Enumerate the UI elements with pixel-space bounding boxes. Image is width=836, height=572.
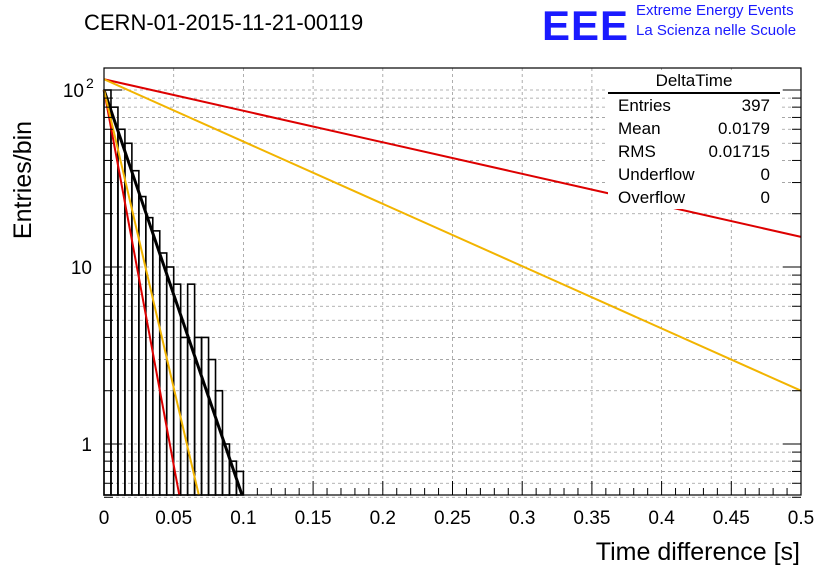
x-tick-label: 0.1: [230, 508, 256, 529]
stats-value: 397: [741, 96, 770, 115]
stats-value: 0.01715: [708, 142, 770, 161]
y-tick-label: 1: [81, 435, 92, 456]
stats-row-underflow: Underflow 0: [608, 163, 780, 186]
stats-value: 0.0179: [718, 119, 770, 138]
stats-row-overflow: Overflow 0: [608, 186, 780, 209]
fit-line: [103, 89, 200, 496]
x-tick-label: 0.4: [648, 508, 675, 529]
x-tick-label: 0.15: [295, 508, 332, 529]
x-tick-label: 0.5: [788, 508, 814, 529]
x-tick-label: 0.35: [573, 508, 610, 529]
fit-line: [103, 89, 181, 496]
fit-line: [103, 78, 802, 392]
stats-row-rms: RMS 0.01715: [608, 140, 780, 163]
histogram-bin: [103, 89, 112, 496]
stats-title: DeltaTime: [608, 70, 780, 94]
stats-label: Underflow: [618, 165, 695, 184]
histogram-bin: [110, 106, 119, 496]
stats-row-entries: Entries 397: [608, 94, 780, 117]
histogram-bin: [131, 169, 140, 496]
y-tick-label: 10: [71, 258, 92, 279]
histogram-bin: [158, 252, 168, 496]
stats-value: 0: [760, 188, 770, 207]
stats-label: RMS: [618, 142, 656, 161]
stats-value: 0: [760, 165, 770, 184]
stats-box: DeltaTime Entries 397 Mean 0.0179 RMS 0.…: [608, 70, 780, 209]
fit-line: [102, 89, 244, 496]
x-axis-ticks: 0 0.05 0.1 0.15 0.2 0.25 0.3 0.35 0.4 0.45 0.5: [99, 481, 814, 529]
stats-label: Entries: [618, 96, 671, 115]
x-tick-label: 0.25: [434, 508, 471, 529]
stats-label: Overflow: [618, 188, 686, 207]
histogram-bin: [214, 389, 224, 496]
x-tick-label: 0: [99, 508, 110, 529]
y-axis-label: Entries/bin: [9, 121, 37, 239]
logo-line-2: La Scienza nelle Scuole: [636, 22, 797, 39]
chart-grid: [104, 68, 801, 498]
run-title: CERN-01-2015-11-21-00119: [84, 10, 364, 35]
histogram-bin: [207, 358, 217, 496]
histogram-bin: [145, 216, 154, 496]
stats-label: Mean: [618, 119, 661, 138]
x-tick-label: 0.2: [370, 508, 396, 529]
fit-curves: [102, 78, 802, 496]
eee-logo: EEE: [542, 2, 630, 49]
logo-line-1: Extreme Energy Events: [636, 2, 794, 19]
x-tick-label: 0.05: [155, 508, 192, 529]
x-tick-label: 0.3: [509, 508, 535, 529]
stats-row-mean: Mean 0.0179: [608, 117, 780, 140]
y-tick-exponent: 2: [86, 75, 94, 91]
x-tick-label: 0.45: [713, 508, 750, 529]
fit-line: [103, 78, 802, 238]
x-axis-label: Time difference [s]: [596, 538, 800, 566]
y-tick-label: 10: [63, 81, 84, 102]
